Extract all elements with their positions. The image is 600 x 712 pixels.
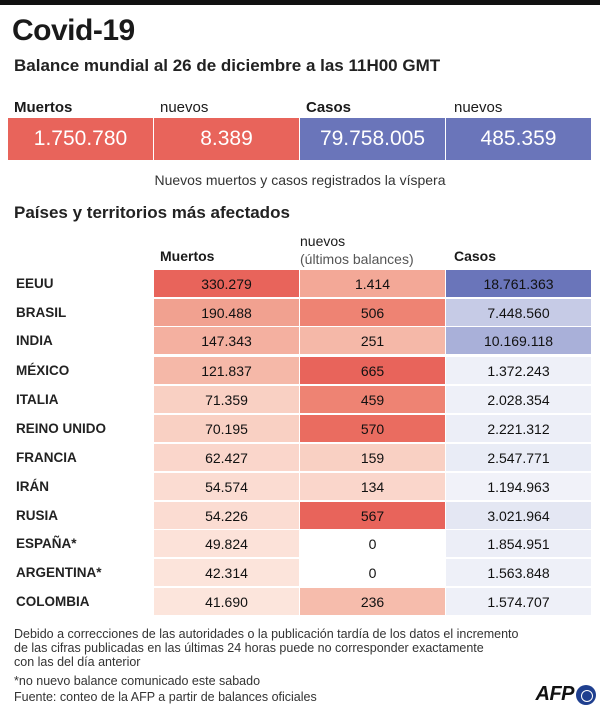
cell-new-deaths: 134 (300, 473, 445, 500)
col-header-cases: Casos (454, 248, 497, 264)
cell-new-deaths: 665 (300, 357, 445, 384)
table-row: IRÁN 54.574 134 1.194.963 (0, 473, 600, 500)
cell-cases: 1.372.243 (446, 357, 591, 384)
afp-logo: AFP (535, 683, 596, 706)
cell-new-deaths: 506 (300, 299, 445, 326)
cell-cases: 2.221.312 (446, 415, 591, 442)
cell-new-deaths: 1.414 (300, 270, 445, 297)
cell-cases: 1.563.848 (446, 559, 591, 586)
cell-deaths: 190.488 (154, 299, 299, 326)
country-name: MÉXICO (16, 363, 70, 378)
cell-new-deaths: 159 (300, 444, 445, 471)
col-header-new-sub: (últimos balances) (300, 251, 414, 267)
cell-new-deaths: 567 (300, 502, 445, 529)
summary-cases-value: 79.758.005 (319, 127, 426, 150)
cell-new-deaths: 0 (300, 530, 445, 557)
summary-cases-label: Casos (306, 99, 352, 116)
country-name: ESPAÑA* (16, 536, 77, 551)
table-row: RUSIA 54.226 567 3.021.964 (0, 502, 600, 529)
country-name: REINO UNIDO (16, 421, 107, 436)
summary-deaths-value: 1.750.780 (33, 127, 128, 150)
cell-deaths: 70.195 (154, 415, 299, 442)
summary-new-deaths-label: nuevos (160, 99, 209, 116)
cell-deaths: 42.314 (154, 559, 299, 586)
globe-icon (576, 684, 596, 705)
summary-new-deaths-box: 8.389 (154, 118, 299, 160)
cell-deaths: 62.427 (154, 444, 299, 471)
country-name: IRÁN (16, 479, 49, 494)
summary-new-cases-box: 485.359 (446, 118, 591, 160)
page-subtitle: Balance mundial al 26 de diciembre a las… (14, 56, 441, 75)
cell-new-deaths: 459 (300, 386, 445, 413)
page-title: Covid-19 (12, 14, 135, 47)
footer-note-2: de las cifras publicadas en las últimas … (14, 641, 484, 655)
cell-cases: 18.761.363 (446, 270, 591, 297)
cell-deaths: 330.279 (154, 270, 299, 297)
cell-cases: 2.547.771 (446, 444, 591, 471)
table-row: MÉXICO 121.837 665 1.372.243 (0, 357, 600, 384)
country-name: RUSIA (16, 508, 59, 523)
cell-cases: 1.194.963 (446, 473, 591, 500)
table-row: ITALIA 71.359 459 2.028.354 (0, 386, 600, 413)
footer-asterisk-note: *no nuevo balance comunicado este sabado (14, 674, 261, 688)
cell-deaths: 121.837 (154, 357, 299, 384)
country-name: EEUU (16, 276, 54, 291)
summary-deaths-box: 1.750.780 (8, 118, 153, 160)
cell-new-deaths: 0 (300, 559, 445, 586)
table-row: ARGENTINA* 42.314 0 1.563.848 (0, 559, 600, 586)
table-row: FRANCIA 62.427 159 2.547.771 (0, 444, 600, 471)
top-rule (0, 0, 600, 5)
summary-new-cases-value: 485.359 (480, 127, 557, 150)
cell-cases: 7.448.560 (446, 299, 591, 326)
summary-deaths-label: Muertos (14, 99, 73, 116)
footer-note-3: con las del día anterior (14, 655, 141, 669)
table-row: INDIA 147.343 251 10.169.118 (0, 327, 600, 354)
table-row: EEUU 330.279 1.414 18.761.363 (0, 270, 600, 297)
cell-cases: 3.021.964 (446, 502, 591, 529)
table-row: BRASIL 190.488 506 7.448.560 (0, 299, 600, 326)
summary-new-cases-label: nuevos (454, 99, 503, 116)
col-header-deaths: Muertos (160, 248, 215, 264)
footer-source: Fuente: conteo de la AFP a partir de bal… (14, 690, 317, 704)
footer-note-1: Debido a correcciones de las autoridades… (14, 627, 519, 641)
summary-new-deaths-value: 8.389 (200, 127, 253, 150)
section-title: Países y territorios más afectados (14, 203, 290, 222)
table-row: REINO UNIDO 70.195 570 2.221.312 (0, 415, 600, 442)
cell-deaths: 49.824 (154, 530, 299, 557)
cell-deaths: 71.359 (154, 386, 299, 413)
country-name: FRANCIA (16, 450, 77, 465)
cell-cases: 10.169.118 (446, 327, 591, 354)
cell-cases: 1.574.707 (446, 588, 591, 615)
cell-cases: 1.854.951 (446, 530, 591, 557)
col-header-new: nuevos (300, 233, 346, 249)
cell-new-deaths: 570 (300, 415, 445, 442)
cell-deaths: 54.226 (154, 502, 299, 529)
country-name: INDIA (16, 333, 53, 348)
cell-deaths: 41.690 (154, 588, 299, 615)
table-row: ESPAÑA* 49.824 0 1.854.951 (0, 530, 600, 557)
table-row: COLOMBIA 41.690 236 1.574.707 (0, 588, 600, 615)
country-name: COLOMBIA (16, 594, 90, 609)
country-name: BRASIL (16, 305, 67, 320)
cell-deaths: 147.343 (154, 327, 299, 354)
cell-cases: 2.028.354 (446, 386, 591, 413)
cell-new-deaths: 236 (300, 588, 445, 615)
afp-logo-text: AFP (535, 683, 575, 705)
country-name: ITALIA (16, 392, 59, 407)
cell-new-deaths: 251 (300, 327, 445, 354)
cell-deaths: 54.574 (154, 473, 299, 500)
summary-cases-box: 79.758.005 (300, 118, 445, 160)
summary-note: Nuevos muertos y casos registrados la ví… (154, 172, 446, 188)
country-name: ARGENTINA* (16, 565, 102, 580)
